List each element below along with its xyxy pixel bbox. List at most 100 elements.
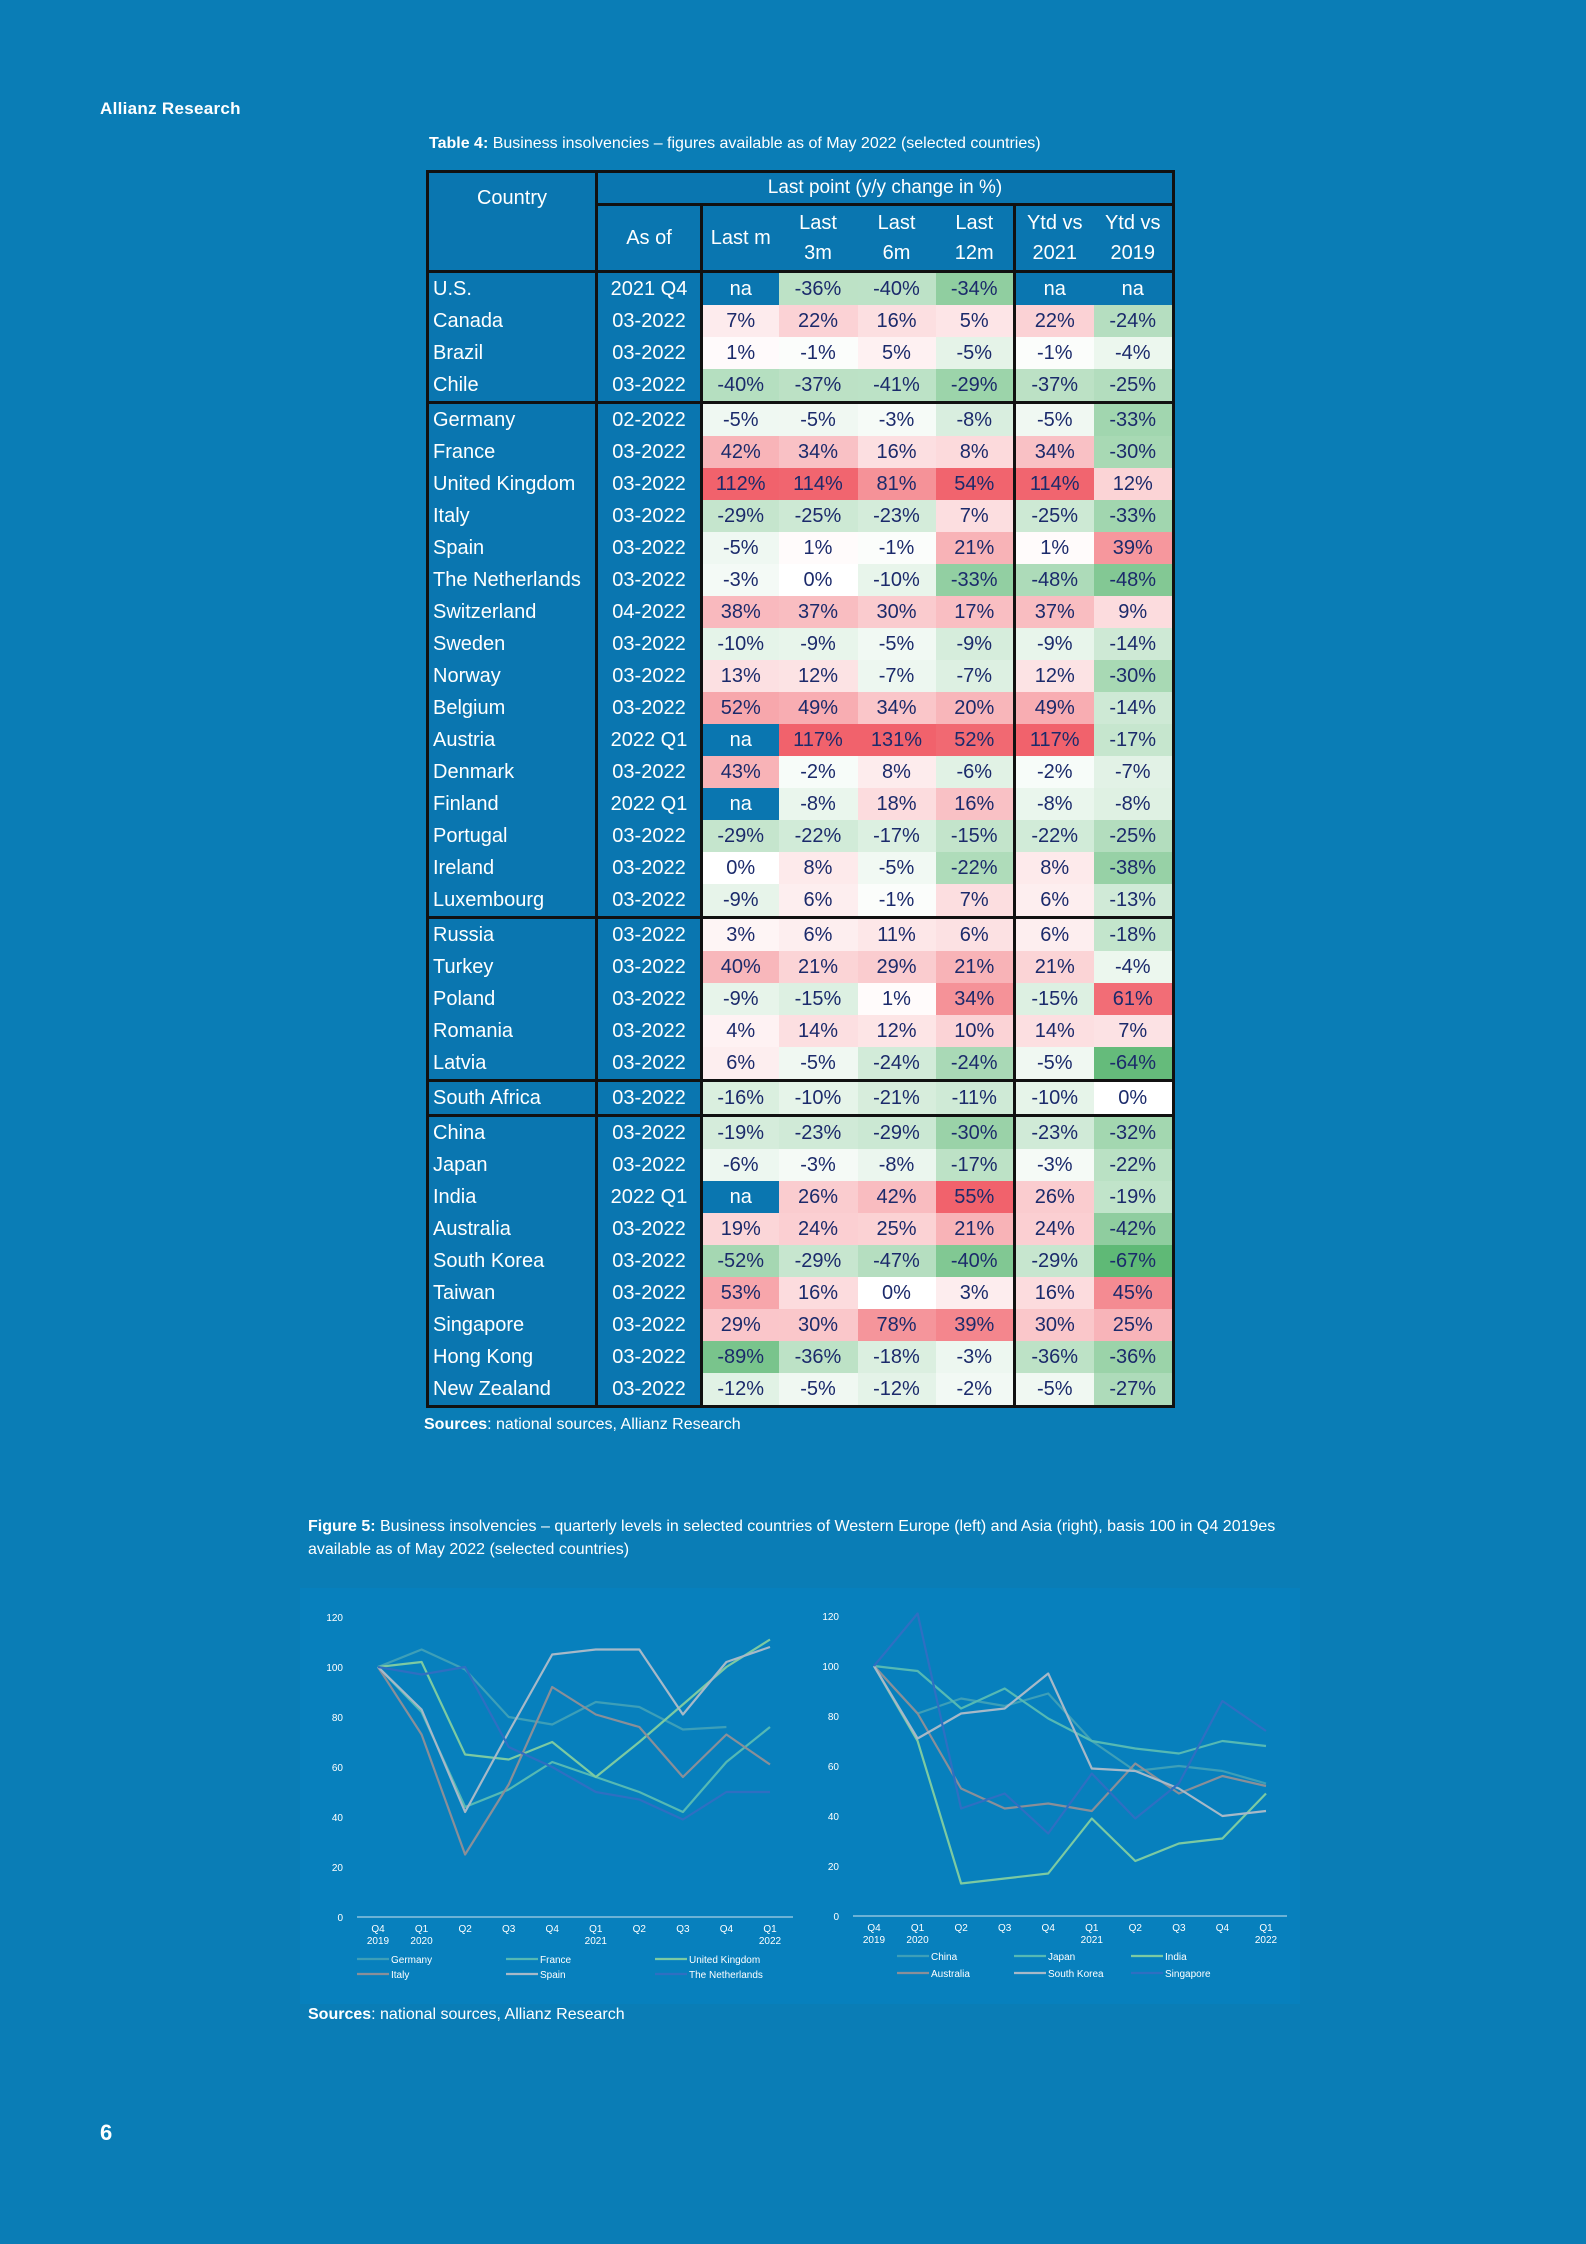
table-row: Norway 03-2022 13% 12% -7% -7% 12% -30%: [426, 660, 1175, 692]
cell-last-6m: 30%: [857, 596, 936, 628]
cell-last-6m: -17%: [857, 820, 936, 852]
cell-last-12m: 16%: [935, 788, 1016, 820]
cell-ytd-2019: -8%: [1093, 788, 1175, 820]
cell-last-6m: -18%: [857, 1341, 936, 1373]
cell-as-of: 03-2022: [596, 1277, 703, 1309]
cell-last-3m: -15%: [778, 983, 858, 1015]
cell-last-12m: -29%: [935, 369, 1016, 403]
header-text: 2021: [1032, 242, 1078, 264]
cell-ytd-2019: 9%: [1093, 596, 1175, 628]
header-text: 2019: [1110, 242, 1156, 264]
cell-last-m: 43%: [701, 756, 779, 788]
cell-ytd-2021: -10%: [1014, 1079, 1094, 1116]
y-tick-label: 100: [326, 1663, 343, 1674]
table-row: Hong Kong 03-2022 -89% -36% -18% -3% -36% -36%: [426, 1341, 1175, 1373]
cell-last-3m: -5%: [778, 1047, 858, 1081]
cell-last-m: 112%: [701, 468, 779, 500]
series-line-spain: [377, 1645, 771, 1814]
cell-last-m: na: [701, 1181, 779, 1213]
cell-country: Ireland: [426, 852, 598, 884]
cell-last-3m: -29%: [778, 1245, 858, 1277]
cell-ytd-2021: -36%: [1014, 1341, 1094, 1373]
cell-last-12m: 52%: [935, 724, 1016, 756]
cell-last-3m: -36%: [778, 270, 858, 305]
x-tick-label: Q2: [458, 1924, 472, 1935]
cell-last-m: na: [701, 788, 779, 820]
cell-last-3m: 16%: [778, 1277, 858, 1309]
cell-last-3m: -37%: [778, 369, 858, 403]
cell-last-m: na: [701, 270, 779, 305]
cell-last-m: -89%: [701, 1341, 779, 1373]
table-row: France 03-2022 42% 34% 16% 8% 34% -30%: [426, 436, 1175, 468]
table-row: Russia 03-2022 3% 6% 11% 6% 6% -18%: [426, 916, 1175, 951]
cell-ytd-2019: 12%: [1093, 468, 1175, 500]
header-text: 12m: [954, 242, 994, 264]
cell-last-m: -5%: [701, 401, 779, 436]
cell-country: Italy: [426, 500, 598, 532]
cell-last-12m: 5%: [935, 305, 1016, 337]
cell-country: The Netherlands: [426, 564, 598, 596]
y-tick-label: 60: [828, 1762, 840, 1773]
header-text: 6m: [882, 242, 911, 264]
x-tick-label: Q4: [867, 1923, 881, 1934]
table-row: Portugal 03-2022 -29% -22% -17% -15% -22% -25%: [426, 820, 1175, 852]
cell-as-of: 03-2022: [596, 951, 703, 983]
cell-last-6m: 11%: [857, 916, 936, 951]
x-tick-label: Q1: [589, 1924, 603, 1935]
x-tick-label: Q3: [998, 1923, 1012, 1934]
cell-as-of: 02-2022: [596, 401, 703, 436]
cell-last-6m: -7%: [857, 660, 936, 692]
cell-ytd-2019: -33%: [1093, 401, 1175, 436]
header-country: Country: [426, 170, 598, 273]
cell-last-12m: 39%: [935, 1309, 1016, 1341]
figure-caption-text: Business insolvencies – quarterly levels…: [308, 1518, 1276, 1558]
table-row: Austria 2022 Q1 na 117% 131% 52% 117% -17%: [426, 724, 1175, 756]
sources-label: Sources: [424, 1416, 488, 1433]
cell-ytd-2021: 37%: [1014, 596, 1094, 628]
cell-ytd-2019: -25%: [1093, 820, 1175, 852]
cell-as-of: 2021 Q4: [596, 270, 703, 305]
cell-country: Germany: [426, 401, 598, 436]
legend-label: Singapore: [1165, 1969, 1211, 1980]
cell-last-3m: 0%: [778, 564, 858, 596]
cell-country: Austria: [426, 724, 598, 756]
cell-country: U.S.: [426, 270, 598, 305]
cell-ytd-2019: -22%: [1093, 1149, 1175, 1181]
cell-ytd-2021: 21%: [1014, 951, 1094, 983]
cell-last-6m: 34%: [857, 692, 936, 724]
cell-ytd-2021: na: [1014, 270, 1094, 305]
legend-label: United Kingdom: [689, 1955, 760, 1966]
cell-ytd-2019: -64%: [1093, 1047, 1175, 1081]
table-row: U.S. 2021 Q4 na -36% -40% -34% na na: [426, 270, 1175, 305]
cell-country: Belgium: [426, 692, 598, 724]
cell-last-6m: 0%: [857, 1277, 936, 1309]
cell-last-3m: 37%: [778, 596, 858, 628]
cell-last-12m: -7%: [935, 660, 1016, 692]
cell-ytd-2021: 6%: [1014, 916, 1094, 951]
cell-last-6m: 12%: [857, 1015, 936, 1047]
cell-last-m: 38%: [701, 596, 779, 628]
cell-country: Chile: [426, 369, 598, 403]
cell-as-of: 03-2022: [596, 1149, 703, 1181]
y-tick-label: 0: [833, 1912, 839, 1923]
cell-as-of: 03-2022: [596, 756, 703, 788]
cell-last-3m: 21%: [778, 951, 858, 983]
table-row: South Africa 03-2022 -16% -10% -21% -11% -10% 0…: [426, 1079, 1175, 1116]
cell-ytd-2019: 45%: [1093, 1277, 1175, 1309]
cell-ytd-2019: -30%: [1093, 436, 1175, 468]
cell-last-6m: 18%: [857, 788, 936, 820]
series-line-india: [873, 1665, 1267, 1885]
cell-last-12m: -30%: [935, 1114, 1016, 1149]
table-row: Singapore 03-2022 29% 30% 78% 39% 30% 25%: [426, 1309, 1175, 1341]
table-title: Table 4: Business insolvencies – figures…: [429, 135, 1041, 153]
cell-ytd-2021: 26%: [1014, 1181, 1094, 1213]
cell-last-3m: 6%: [778, 884, 858, 918]
cell-last-3m: -25%: [778, 500, 858, 532]
cell-last-12m: 34%: [935, 983, 1016, 1015]
series-line-france: [377, 1666, 771, 1814]
x-tick-label: Q1: [911, 1923, 925, 1934]
cell-country: France: [426, 436, 598, 468]
cell-as-of: 03-2022: [596, 1245, 703, 1277]
table-row: Luxembourg 03-2022 -9% 6% -1% 7% 6% -13%: [426, 884, 1175, 918]
